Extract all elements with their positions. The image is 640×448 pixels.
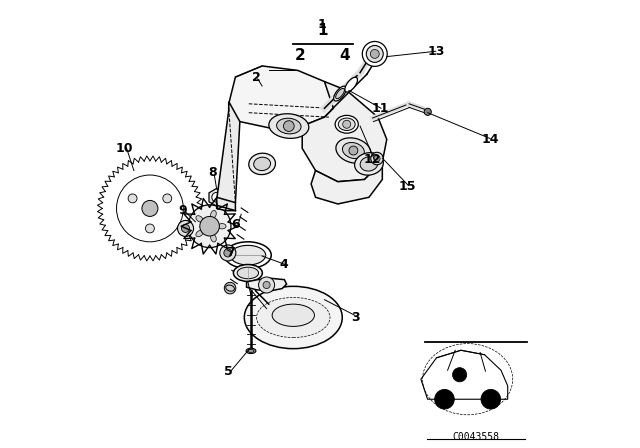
Circle shape [424,108,431,116]
Ellipse shape [196,215,203,222]
Circle shape [481,389,500,409]
Circle shape [188,205,231,248]
Ellipse shape [345,77,358,92]
Text: 1: 1 [318,18,326,31]
Ellipse shape [211,234,216,242]
Circle shape [349,146,358,155]
Circle shape [116,175,183,242]
Text: 3: 3 [351,311,360,324]
Circle shape [142,200,158,216]
Circle shape [374,155,380,162]
Polygon shape [217,102,240,211]
Polygon shape [246,278,287,291]
Polygon shape [311,162,382,204]
Circle shape [258,85,268,96]
Ellipse shape [342,142,364,159]
Text: 5: 5 [225,365,233,378]
Circle shape [371,152,383,165]
Text: 6: 6 [231,218,240,231]
Ellipse shape [248,349,254,353]
Circle shape [212,192,221,202]
Polygon shape [209,188,225,206]
Ellipse shape [335,116,358,133]
Ellipse shape [257,297,330,337]
Circle shape [224,249,232,257]
Text: 4: 4 [279,258,288,271]
Circle shape [163,194,172,203]
Text: 8: 8 [208,166,216,179]
Ellipse shape [269,114,309,138]
Text: 2: 2 [252,71,261,84]
Ellipse shape [246,348,256,353]
Text: 10: 10 [115,142,133,155]
Polygon shape [255,81,271,100]
Text: C0043558: C0043558 [452,432,499,442]
Ellipse shape [339,118,355,130]
Text: 2: 2 [294,48,305,63]
Ellipse shape [211,211,216,218]
Circle shape [128,194,137,203]
Ellipse shape [196,230,203,237]
Polygon shape [421,350,508,399]
Circle shape [200,216,220,236]
Ellipse shape [336,138,371,163]
Ellipse shape [237,267,259,279]
Circle shape [452,368,467,382]
Circle shape [342,120,351,128]
Circle shape [145,224,154,233]
Text: 11: 11 [371,102,389,115]
Circle shape [366,45,383,62]
Ellipse shape [355,153,383,175]
Ellipse shape [244,286,342,349]
Circle shape [263,281,270,289]
Ellipse shape [218,224,226,229]
Circle shape [177,220,193,237]
Ellipse shape [249,153,275,175]
Circle shape [224,282,236,294]
Ellipse shape [226,285,234,291]
Ellipse shape [253,157,271,171]
Ellipse shape [225,242,271,268]
Ellipse shape [276,118,301,134]
Polygon shape [228,66,333,128]
Text: 1: 1 [317,23,328,38]
Polygon shape [302,82,387,182]
Ellipse shape [234,264,262,281]
Text: 9: 9 [179,204,187,217]
Text: 7: 7 [226,246,234,259]
Circle shape [435,389,454,409]
Text: 13: 13 [427,45,444,58]
Circle shape [182,224,189,233]
Circle shape [284,121,294,131]
Ellipse shape [230,246,266,265]
Circle shape [220,245,236,261]
Circle shape [371,49,380,58]
Ellipse shape [272,304,314,327]
Ellipse shape [335,88,344,99]
Ellipse shape [333,86,346,101]
Circle shape [362,42,387,66]
Text: 4: 4 [339,48,350,63]
Circle shape [259,277,275,293]
Ellipse shape [360,157,378,171]
Text: 15: 15 [398,180,415,193]
Text: 12: 12 [364,153,381,166]
Text: 14: 14 [481,133,499,146]
